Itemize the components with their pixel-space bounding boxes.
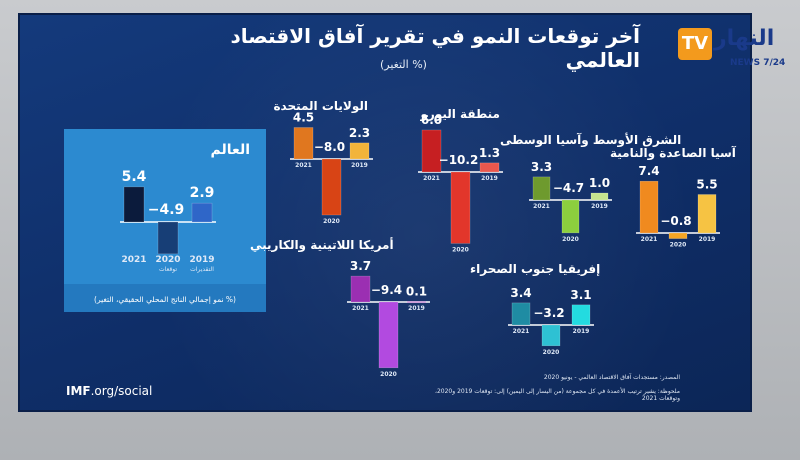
mena-value-label: 3.3	[531, 160, 552, 174]
channel-brand: النهار	[714, 26, 775, 51]
world-year-label: 2021	[121, 255, 146, 265]
euro-bar-2021	[421, 129, 442, 173]
latam-year-label: 2021	[352, 305, 369, 312]
world-bar-2021	[123, 186, 145, 223]
region-title-world: العالم	[210, 142, 250, 158]
usa-year-label: 2020	[323, 218, 340, 225]
chart-subtitle: (التغير %)	[380, 58, 427, 71]
mena-value-label: −4.7	[553, 181, 584, 195]
ssa-value-label: 3.4	[510, 286, 531, 300]
region-title-usa: الولايات المتحدة	[273, 99, 368, 113]
asia-bar-2020	[668, 232, 688, 239]
euro-year-label: 2021	[423, 175, 440, 182]
world-value-label: 2.9	[190, 185, 215, 201]
mena-bar-2019	[590, 192, 609, 201]
ssa-bar-2020	[541, 324, 561, 347]
channel-tag: NEWS 7/24	[730, 58, 786, 68]
world-value-label: 5.4	[122, 169, 147, 185]
usa-value-label: −8.0	[314, 140, 345, 154]
latam-value-label: 0.1	[406, 284, 427, 298]
world-year-label: 2019	[189, 255, 214, 265]
mena-year-label: 2020	[562, 236, 579, 243]
asia-bar-2019	[697, 194, 717, 234]
imf-link-rest: .org/social	[90, 384, 153, 398]
world-bar-2019	[191, 202, 213, 223]
asia-year-label: 2019	[699, 236, 716, 243]
latam-bar-2019	[406, 301, 427, 304]
asia-year-label: 2020	[670, 242, 687, 249]
usa-value-label: 2.3	[349, 126, 370, 140]
euro-year-label: 2020	[452, 246, 469, 253]
euro-value-label: 1.3	[479, 146, 500, 160]
asia-value-label: −0.8	[660, 214, 691, 228]
mena-value-label: 1.0	[589, 176, 610, 190]
latam-bar-2020	[378, 301, 399, 369]
latam-bar-2021	[350, 275, 371, 303]
world-value-label: −4.9	[148, 202, 185, 218]
channel-logo-icon: TV	[678, 28, 712, 60]
mena-bar-2020	[561, 199, 580, 234]
world-category-note: توقعات	[159, 266, 177, 273]
euro-value-label: −10.2	[439, 153, 479, 167]
mena-year-label: 2021	[533, 203, 550, 210]
usa-value-label: 4.5	[293, 111, 314, 125]
ssa-bar-2019	[571, 304, 591, 326]
ssa-bar-2021	[511, 302, 531, 326]
latam-value-label: −9.4	[371, 283, 402, 297]
imf-link-bold: IMF	[66, 384, 91, 398]
ssa-value-label: −3.2	[533, 306, 564, 320]
world-panel	[64, 129, 266, 312]
asia-value-label: 5.5	[696, 178, 717, 192]
region-title-latam: أمريكا اللاتينية والكاريبي	[250, 238, 394, 252]
ssa-year-label: 2020	[543, 349, 560, 356]
usa-bar-2020	[321, 158, 342, 216]
latam-value-label: 3.7	[350, 259, 371, 273]
latam-year-label: 2019	[408, 305, 425, 312]
imf-social-link[interactable]: IMF.org/social	[66, 384, 152, 398]
mena-year-label: 2019	[591, 203, 608, 210]
asia-value-label: 7.4	[638, 164, 659, 178]
ssa-year-label: 2021	[513, 328, 530, 335]
region-title-asia: آسيا الصاعدة والنامية	[610, 146, 736, 160]
asia-year-label: 2021	[641, 236, 658, 243]
source-note: المصدر: مستجدات آفاق الاقتصاد العالمي - …	[543, 374, 680, 381]
usa-year-label: 2021	[295, 162, 312, 169]
usa-year-label: 2019	[351, 162, 368, 169]
region-title-ssa: إفريقيا جنوب الصحراء	[470, 262, 601, 276]
latam-year-label: 2020	[380, 371, 397, 378]
order-note: ملحوظة: يشير ترتيب الأعمدة في كل مجموعة …	[435, 388, 680, 402]
world-bar-2020	[157, 221, 179, 255]
euro-value-label: 6.0	[421, 113, 442, 127]
ssa-value-label: 3.1	[570, 288, 591, 302]
region-title-euro: منطقة اليورو	[420, 107, 500, 121]
ssa-year-label: 2019	[573, 328, 590, 335]
world-year-label: 2020	[155, 255, 180, 265]
world-category-note: التقديرات	[190, 266, 214, 273]
euro-year-label: 2019	[481, 175, 498, 182]
asia-bar-2021	[639, 180, 659, 234]
world-panel-footer-text: (نمو إجمالي الناتج المحلي الحقيقي، التغي…	[94, 295, 236, 304]
mena-bar-2021	[532, 176, 551, 201]
usa-bar-2019	[349, 142, 370, 160]
usa-bar-2021	[293, 127, 314, 160]
euro-bar-2019	[479, 162, 500, 173]
chart-title: آخر توقعات النمو في تقرير آفاق الاقتصاد …	[230, 24, 640, 72]
world-panel-footer-bar	[64, 284, 266, 312]
euro-bar-2020	[450, 171, 471, 244]
